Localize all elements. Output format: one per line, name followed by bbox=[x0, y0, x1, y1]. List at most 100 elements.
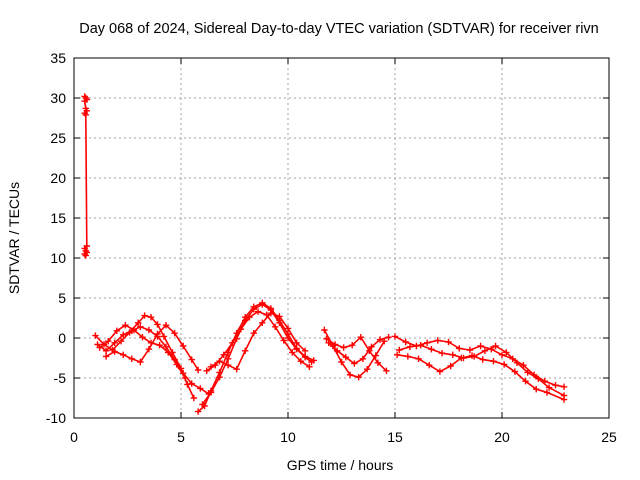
data-point-marker bbox=[224, 362, 232, 369]
data-point-marker bbox=[511, 368, 519, 375]
data-point-marker bbox=[182, 374, 189, 382]
data-point-marker bbox=[188, 380, 195, 387]
series-trace bbox=[96, 325, 210, 395]
data-point-marker bbox=[404, 353, 412, 360]
data-point-marker bbox=[242, 347, 249, 354]
series-arc-6 bbox=[199, 301, 315, 408]
data-point-marker bbox=[194, 366, 202, 374]
data-point-marker bbox=[351, 360, 358, 367]
data-point-marker bbox=[120, 351, 127, 358]
data-point-marker bbox=[141, 312, 148, 319]
data-point-marker bbox=[237, 326, 245, 333]
data-point-marker bbox=[552, 382, 559, 389]
data-point-marker bbox=[280, 337, 287, 344]
data-point-marker bbox=[164, 349, 172, 356]
data-point-marker bbox=[102, 353, 110, 360]
data-point-marker bbox=[276, 313, 283, 320]
data-point-marker bbox=[162, 343, 170, 350]
data-point-marker bbox=[426, 362, 433, 369]
data-point-marker bbox=[434, 337, 441, 344]
y-tick-label: 5 bbox=[58, 290, 66, 306]
data-point-marker bbox=[359, 355, 367, 362]
data-point-marker bbox=[342, 354, 349, 361]
data-point-marker bbox=[188, 356, 195, 363]
chart-title: Day 068 of 2024, Sidereal Day-to-day VTE… bbox=[79, 21, 599, 37]
data-point-marker bbox=[179, 342, 187, 350]
y-tick-label: 15 bbox=[50, 210, 66, 226]
data-point-marker bbox=[197, 385, 204, 392]
x-tick-label: 20 bbox=[494, 429, 510, 445]
data-point-marker bbox=[102, 347, 110, 354]
data-point-marker bbox=[194, 408, 202, 415]
data-point-marker bbox=[289, 349, 296, 356]
data-point-marker bbox=[368, 343, 375, 350]
data-point-marker bbox=[466, 346, 474, 354]
data-point-marker bbox=[535, 375, 542, 382]
data-point-marker bbox=[271, 323, 279, 330]
data-point-marker bbox=[321, 326, 328, 334]
data-point-marker bbox=[145, 346, 153, 353]
data-point-marker bbox=[456, 345, 463, 352]
data-point-marker bbox=[436, 368, 444, 375]
data-point-marker bbox=[162, 322, 170, 329]
series-trace bbox=[398, 344, 565, 397]
series-arc-3 bbox=[96, 322, 189, 382]
series-arc-10 bbox=[323, 334, 390, 374]
data-point-marker bbox=[246, 314, 253, 321]
data-point-marker bbox=[137, 323, 144, 330]
data-point-marker bbox=[503, 349, 510, 356]
data-point-marker bbox=[524, 369, 531, 376]
data-point-marker bbox=[468, 352, 476, 359]
data-point-marker bbox=[128, 355, 135, 362]
data-point-marker bbox=[137, 358, 144, 366]
data-point-marker bbox=[220, 351, 227, 358]
data-point-marker bbox=[423, 339, 431, 346]
data-point-marker bbox=[346, 371, 354, 378]
data-point-marker bbox=[393, 351, 401, 358]
data-point-marker bbox=[284, 325, 292, 332]
data-point-marker bbox=[284, 334, 292, 342]
series-arc-5 bbox=[194, 299, 317, 415]
data-point-marker bbox=[560, 396, 568, 403]
data-point-marker bbox=[276, 319, 283, 326]
data-point-marker bbox=[458, 354, 465, 362]
data-point-marker bbox=[82, 252, 89, 259]
data-point-marker bbox=[111, 339, 118, 346]
data-point-marker bbox=[376, 336, 384, 343]
data-series-layer bbox=[81, 93, 568, 415]
data-point-marker bbox=[301, 347, 309, 354]
data-point-marker bbox=[250, 330, 257, 337]
data-point-marker bbox=[396, 346, 403, 354]
data-point-marker bbox=[130, 326, 138, 334]
data-point-marker bbox=[415, 355, 422, 362]
series-trace bbox=[83, 95, 88, 257]
data-point-marker bbox=[334, 347, 341, 354]
y-tick-label: -10 bbox=[46, 410, 66, 426]
series-arc-4 bbox=[102, 322, 202, 374]
series-arc-8 bbox=[207, 310, 309, 373]
data-point-marker bbox=[216, 358, 223, 365]
data-point-marker bbox=[500, 361, 508, 368]
data-point-marker bbox=[513, 359, 521, 366]
x-tick-label: 5 bbox=[177, 429, 185, 445]
data-point-marker bbox=[173, 361, 180, 368]
series-arc-11 bbox=[325, 334, 392, 367]
data-point-marker bbox=[385, 334, 392, 341]
data-point-marker bbox=[306, 363, 313, 370]
data-point-marker bbox=[160, 333, 168, 340]
data-point-marker bbox=[113, 327, 120, 334]
y-axis-label: SDTVAR / TECUs bbox=[6, 182, 22, 294]
series-trace bbox=[94, 314, 195, 399]
data-point-marker bbox=[560, 383, 568, 390]
data-point-marker bbox=[82, 111, 89, 118]
data-point-marker bbox=[147, 314, 155, 321]
data-point-marker bbox=[117, 338, 125, 345]
data-point-marker bbox=[203, 367, 210, 374]
series-arc-12 bbox=[391, 333, 568, 390]
data-point-marker bbox=[171, 330, 178, 337]
data-point-marker bbox=[154, 330, 161, 338]
data-point-marker bbox=[331, 341, 339, 348]
y-tick-label: 35 bbox=[50, 50, 66, 66]
data-point-marker bbox=[417, 342, 424, 349]
data-point-marker bbox=[383, 367, 390, 374]
